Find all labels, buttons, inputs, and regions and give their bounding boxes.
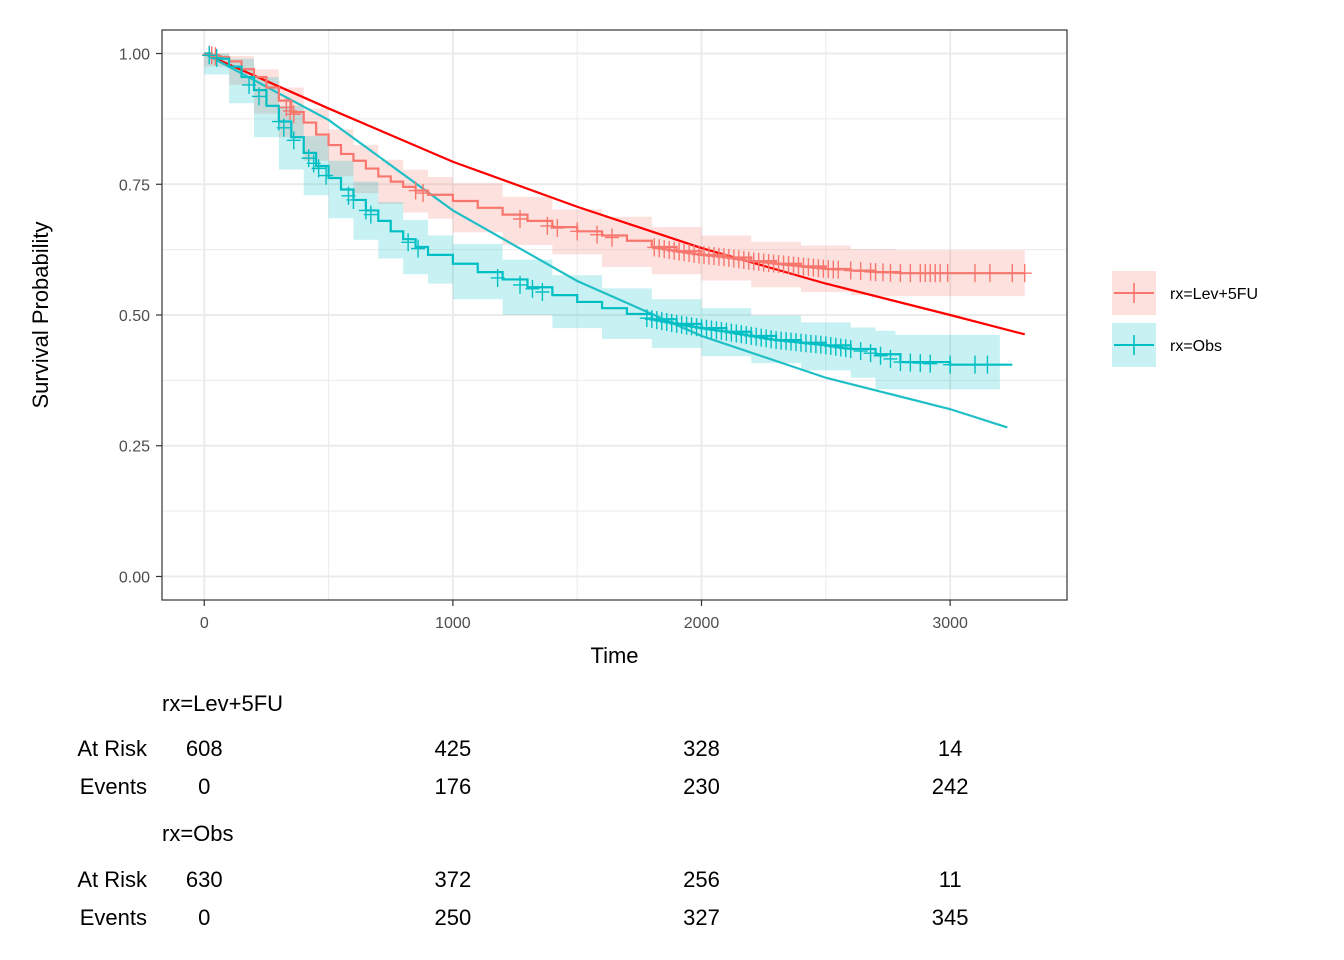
censor-mark-1	[251, 87, 266, 106]
legend: rx=Lev+5FU rx=Obs	[1112, 271, 1258, 367]
at-risk-label-0: At Risk	[77, 736, 148, 761]
censor-mark-1	[968, 355, 983, 374]
km-curve-1	[204, 52, 1013, 366]
at-risk-value-0: 14	[938, 736, 962, 761]
events-label-1: Events	[80, 905, 147, 930]
censor-mark-1	[980, 355, 995, 374]
events-value-1: 345	[932, 905, 969, 930]
censor-mark-0	[540, 216, 555, 235]
events-value-0: 0	[198, 774, 210, 799]
censor-mark-0	[982, 264, 997, 283]
at-risk-value-1: 11	[939, 867, 962, 892]
x-axis-title: Time	[590, 643, 638, 668]
censor-mark-0	[968, 264, 983, 283]
censor-mark-1	[843, 339, 858, 358]
censor-mark-1	[525, 279, 540, 298]
legend-label-1: rx=Obs	[1170, 338, 1222, 355]
censor-mark-0	[408, 181, 423, 200]
y-tick-label: 1.00	[119, 47, 150, 64]
at-risk-value-1: 256	[683, 867, 720, 892]
censor-mark-0	[283, 101, 298, 120]
censor-mark-0	[1005, 264, 1020, 283]
censor-mark-1	[363, 205, 378, 224]
fit-curve-0	[203, 52, 1026, 336]
risk-group-title-1: rx=Obs	[162, 821, 234, 846]
censor-mark-0	[286, 105, 301, 124]
at-risk-value-1: 630	[186, 867, 223, 892]
censor-mark-1	[311, 159, 326, 178]
censor-mark-1	[853, 342, 868, 361]
censor-mark-0	[208, 47, 223, 66]
x-tick-label: 3000	[932, 615, 968, 632]
confidence-band-0	[204, 53, 1025, 297]
censor-mark-0	[570, 222, 585, 241]
censor-mark-1	[513, 275, 528, 294]
events-label-0: Events	[80, 774, 147, 799]
events-value-0: 176	[435, 774, 472, 799]
censor-mark-1	[242, 75, 257, 94]
censor-mark-0	[831, 260, 846, 279]
censor-mark-0	[590, 225, 605, 244]
censor-marks	[202, 45, 1032, 374]
censor-mark-0	[513, 209, 528, 228]
parametric-fit-curves	[203, 52, 1026, 429]
at-risk-value-1: 372	[435, 867, 472, 892]
censor-mark-1	[209, 48, 224, 67]
censor-mark-1	[873, 346, 888, 365]
censor-mark-1	[202, 46, 217, 65]
events-value-1: 0	[198, 905, 210, 930]
censor-mark-0	[605, 228, 620, 247]
censor-mark-0	[1017, 264, 1032, 283]
censor-mark-0	[416, 184, 431, 203]
censor-mark-1	[286, 131, 301, 150]
at-risk-label-1: At Risk	[77, 867, 148, 892]
at-risk-value-0: 328	[683, 736, 720, 761]
x-tick-label: 2000	[684, 615, 720, 632]
events-value-0: 230	[683, 774, 720, 799]
censor-mark-1	[863, 344, 878, 363]
x-tick-label: 0	[200, 615, 209, 632]
x-tick-label: 1000	[435, 615, 471, 632]
events-value-1: 250	[435, 905, 472, 930]
events-value-0: 242	[932, 774, 969, 799]
censor-mark-1	[411, 239, 426, 258]
risk-group-title-0: rx=Lev+5FU	[162, 691, 283, 716]
y-tick-label: 0.25	[119, 439, 150, 456]
censor-mark-0	[940, 264, 955, 283]
at-risk-value-0: 425	[435, 736, 472, 761]
confidence-bands	[204, 53, 1025, 390]
events-value-1: 327	[683, 905, 720, 930]
grid-lines	[162, 30, 1067, 600]
risk-table: rx=Lev+5FU At Risk Events 608 0 425 176 328 230 1…	[77, 691, 968, 930]
y-tick-label: 0.00	[119, 569, 150, 586]
censor-mark-1	[923, 354, 938, 373]
censor-mark-0	[279, 98, 294, 117]
axis-ticks: 0 1000 2000 3000 0.00 0.25 0.50 0.75 1.00	[119, 47, 968, 632]
censor-mark-1	[401, 233, 416, 252]
fit-curve-1	[203, 52, 1008, 429]
y-axis-title: Survival Probability	[28, 221, 53, 408]
at-risk-value-0: 608	[186, 736, 223, 761]
censor-mark-1	[346, 190, 361, 209]
y-tick-label: 0.75	[119, 177, 150, 194]
censor-mark-1	[490, 268, 505, 287]
legend-label-0: rx=Lev+5FU	[1170, 286, 1258, 303]
censor-mark-1	[319, 166, 334, 185]
censor-mark-1	[883, 349, 898, 368]
y-tick-label: 0.50	[119, 308, 150, 325]
censor-mark-1	[943, 355, 958, 374]
censor-mark-0	[550, 218, 565, 237]
censor-mark-1	[535, 282, 550, 301]
censor-mark-1	[276, 118, 291, 137]
